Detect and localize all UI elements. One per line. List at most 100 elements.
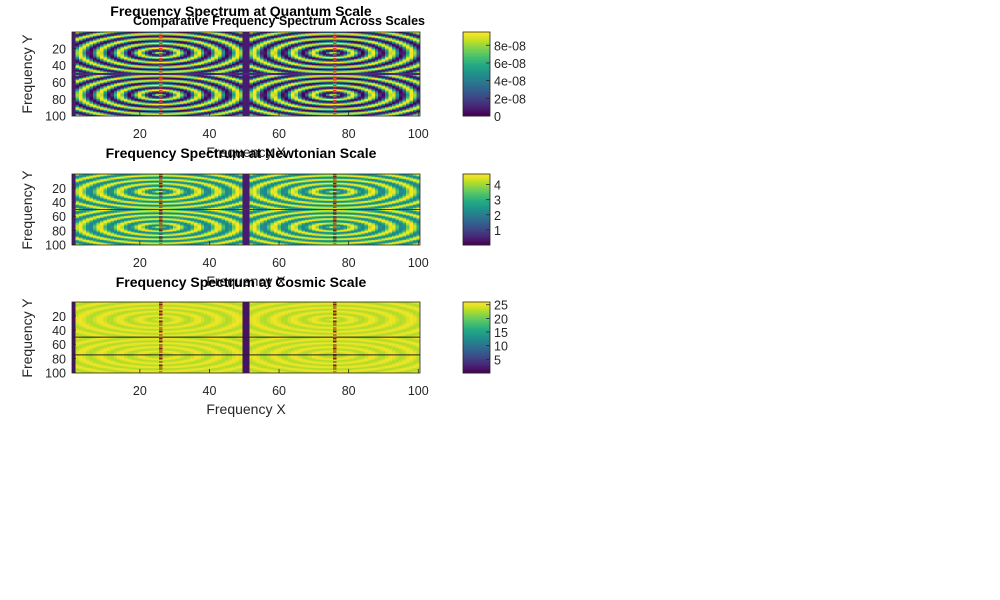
heatmap-cell [277,64,281,65]
heatmap-cell [225,54,229,55]
heatmap-cell [323,59,327,60]
heatmap-cell [82,50,86,51]
heatmap-cell [142,69,146,70]
heatmap-cell [389,67,393,68]
heatmap-cell [316,56,320,57]
heatmap-cell [86,66,90,67]
heatmap-cell [89,33,93,34]
heatmap-cell [110,46,114,47]
heatmap-cell [149,33,153,34]
heatmap-cell [270,40,274,41]
heatmap-cell [246,33,250,34]
heatmap-cell [197,64,201,65]
heatmap-cell [361,47,365,48]
heatmap-cell [368,34,372,35]
heatmap-cell [330,48,334,49]
heatmap-cell [156,50,160,51]
heatmap-cell [93,53,97,54]
heatmap-cell [403,34,407,35]
heatmap-cell [103,51,107,52]
heatmap-cell [79,36,83,37]
heatmap-cell [312,50,316,51]
heatmap-cell [176,40,180,41]
heatmap-cell [232,39,236,40]
heatmap-cell [246,41,250,42]
heatmap-cell [382,58,386,59]
heatmap-cell [204,57,208,58]
heatmap-cell [204,53,208,54]
heatmap-cell [277,38,281,39]
heatmap-cell [75,43,79,44]
heatmap-cell [382,51,386,52]
heatmap-cell [110,73,114,74]
heatmap-cell [183,72,187,73]
heatmap-cell [180,33,184,34]
heatmap-cell [406,53,410,54]
heatmap-cell [103,48,107,49]
heatmap-cell [131,40,135,41]
heatmap-cell [270,38,274,39]
heatmap-cell [187,68,191,69]
heatmap-cell [396,43,400,44]
heatmap-cell [343,66,347,67]
heatmap-cell [319,47,323,48]
heatmap-cell [197,59,201,60]
heatmap-cell [201,33,205,34]
heatmap-cell [190,66,194,67]
heatmap-cell [72,41,76,42]
heatmap-cell [169,60,173,61]
heatmap-cell [211,65,215,66]
heatmap-cell [413,43,417,44]
heatmap-cell [291,53,295,54]
heatmap-cell [162,50,166,51]
heatmap-cell [215,54,219,55]
heatmap-cell [239,52,243,53]
heatmap-cell [417,50,421,51]
heatmap-cell [100,40,104,41]
heatmap-cell [326,54,330,55]
heatmap-cell [281,41,285,42]
heatmap-cell [169,49,173,50]
heatmap-cell [159,35,163,36]
heatmap-cell [225,66,229,67]
heatmap-cell [204,37,208,38]
heatmap-cell [100,38,104,39]
heatmap-cell [142,45,146,46]
heatmap-cell [382,42,386,43]
heatmap-cell [197,71,201,72]
heatmap-cell [288,40,292,41]
heatmap-cell [305,33,309,34]
heatmap-cell [302,43,306,44]
heatmap-cell [288,35,292,36]
heatmap-cell [410,71,414,72]
heatmap-cell [166,60,170,61]
heatmap-cell [396,39,400,40]
heatmap-cell [354,69,358,70]
heatmap-cell [392,35,396,36]
heatmap-cell [354,61,358,62]
heatmap-cell [169,42,173,43]
heatmap-cell [361,45,365,46]
heatmap-cell [309,58,313,59]
heatmap-cell [399,51,403,52]
heatmap-cell [295,38,299,39]
heatmap-cell [183,70,187,71]
heatmap-cell [284,40,288,41]
heatmap-cell [302,39,306,40]
heatmap-cell [392,50,396,51]
heatmap-cell [128,67,132,68]
heatmap-cell [218,50,222,51]
heatmap-cell [166,45,170,46]
heatmap-cell [107,33,111,34]
heatmap-cell [288,49,292,50]
heatmap-cell [288,33,292,34]
heatmap-cell [232,35,236,36]
heatmap-cell [149,47,153,48]
heatmap-cell [246,46,250,47]
heatmap-cell [89,34,93,35]
heatmap-cell [82,69,86,70]
heatmap-cell [330,69,334,70]
heatmap-cell [347,39,351,40]
heatmap-cell [173,45,177,46]
heatmap-cell [281,64,285,65]
